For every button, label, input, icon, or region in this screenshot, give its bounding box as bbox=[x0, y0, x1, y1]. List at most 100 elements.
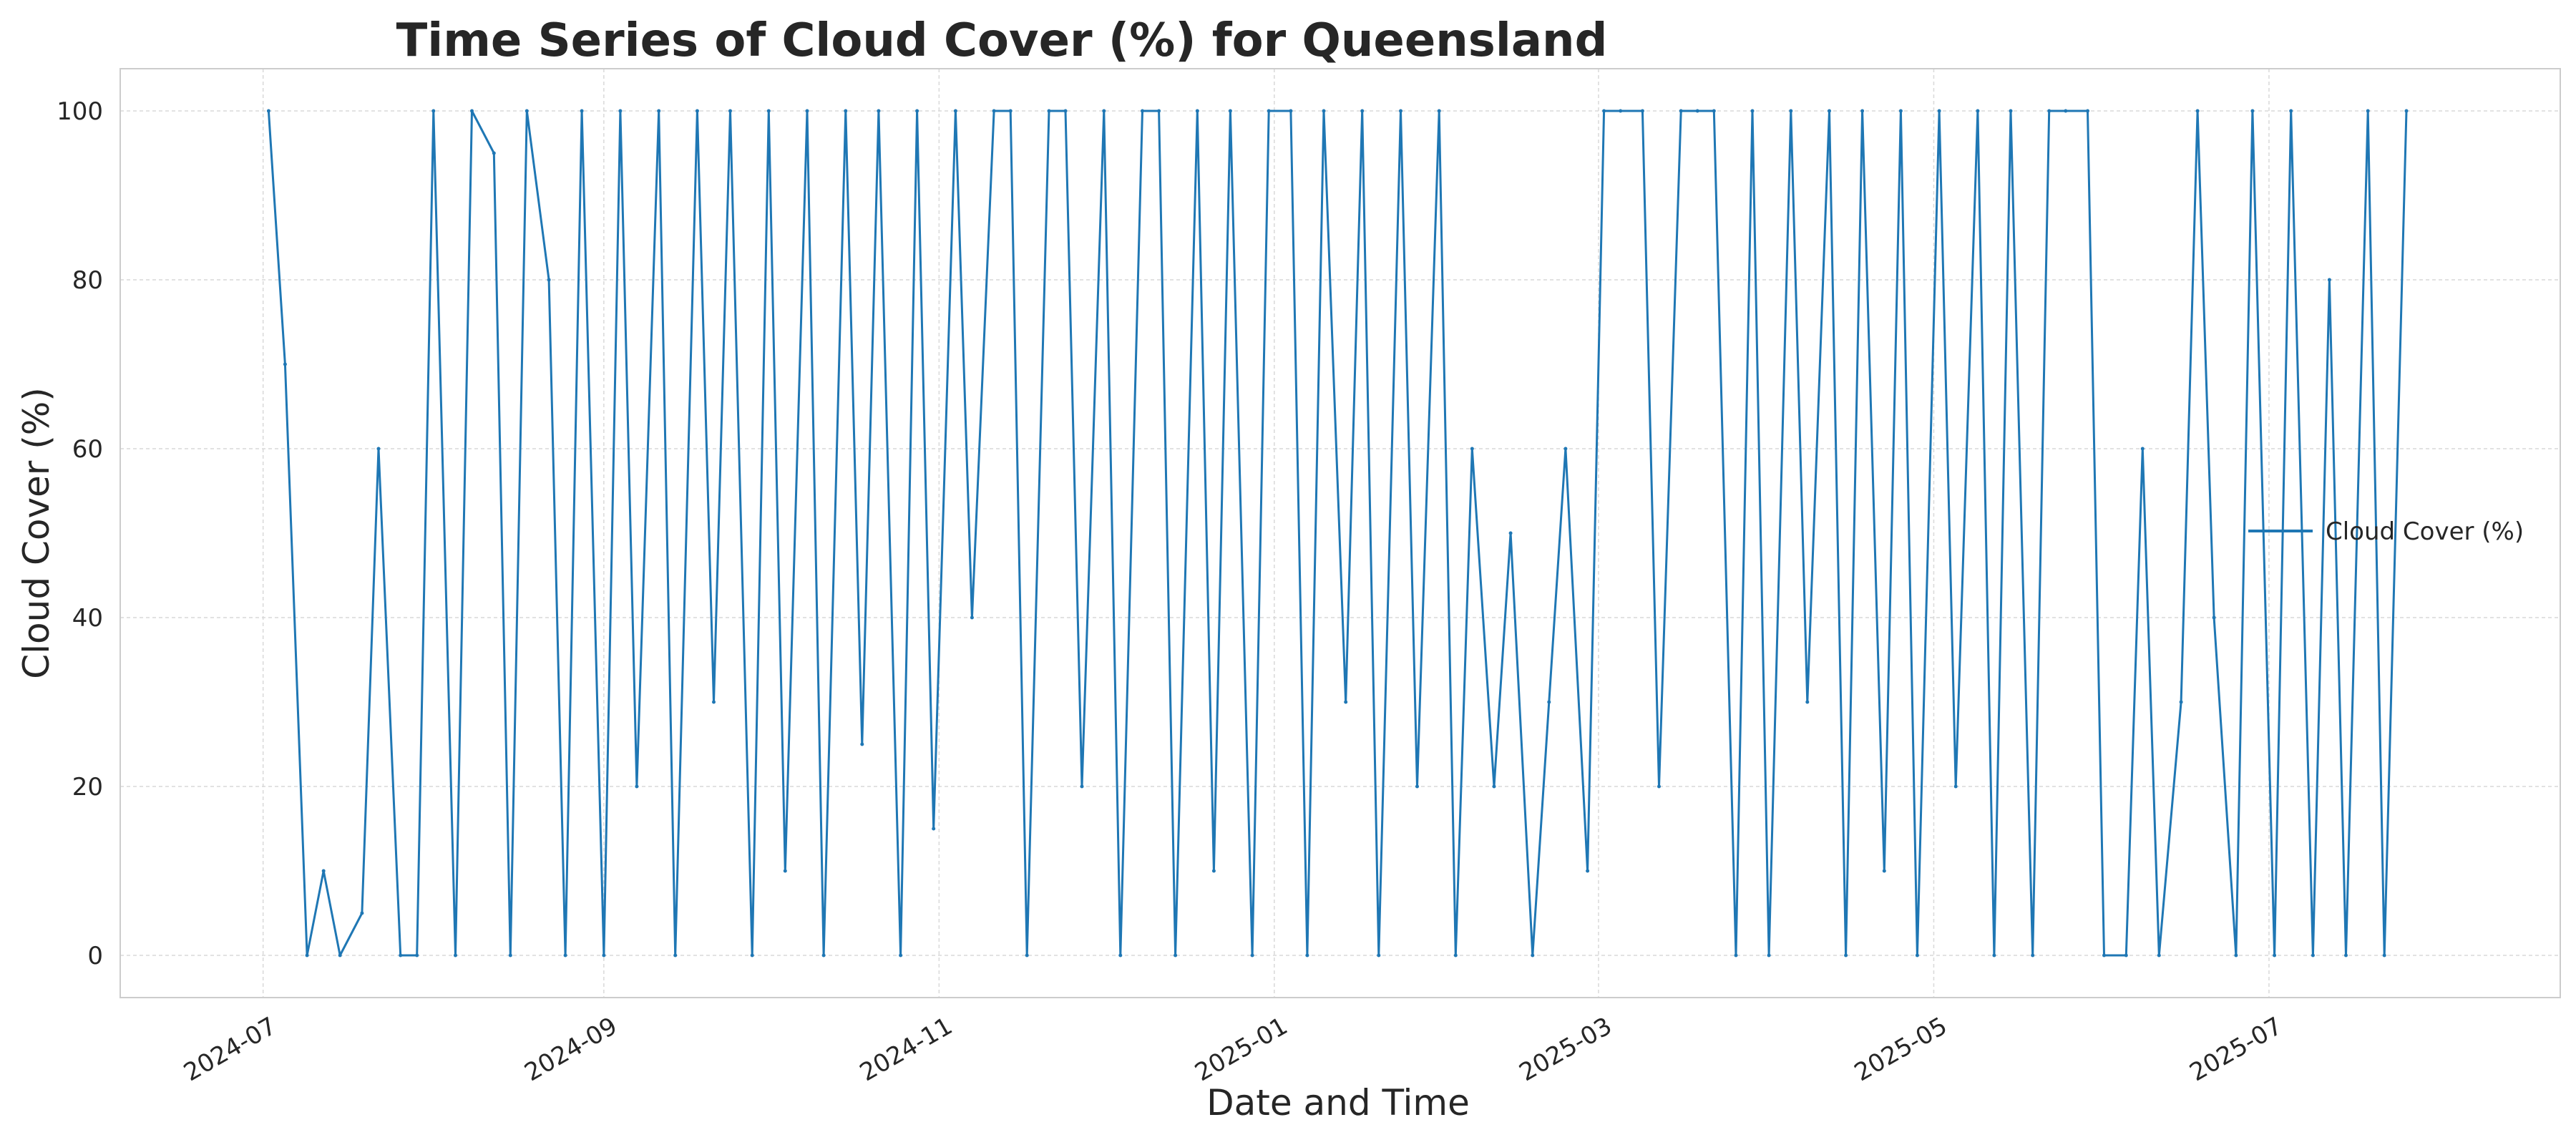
x-axis-label: Date and Time bbox=[1206, 1082, 1470, 1124]
data-point bbox=[2404, 109, 2409, 113]
data-point bbox=[580, 109, 584, 113]
data-point bbox=[1399, 109, 1402, 113]
data-point bbox=[2124, 953, 2128, 958]
data-point bbox=[2031, 953, 2035, 958]
data-point bbox=[1102, 109, 1106, 113]
data-point bbox=[1360, 109, 1365, 113]
data-point bbox=[415, 953, 419, 958]
data-point bbox=[1157, 109, 1161, 113]
data-point bbox=[2047, 109, 2051, 113]
data-point bbox=[2157, 953, 2161, 958]
data-point bbox=[899, 953, 903, 958]
data-point bbox=[454, 953, 457, 958]
data-point bbox=[766, 109, 771, 113]
data-point bbox=[1118, 953, 1123, 958]
data-point bbox=[1211, 869, 1216, 873]
data-point bbox=[1695, 109, 1699, 113]
data-point bbox=[657, 109, 661, 113]
y-axis-label: Cloud Cover (%) bbox=[16, 387, 57, 679]
data-point bbox=[360, 911, 364, 915]
data-point bbox=[305, 953, 309, 958]
grid-lines bbox=[120, 69, 2560, 998]
data-point bbox=[492, 151, 496, 155]
data-point bbox=[602, 953, 606, 958]
data-point bbox=[1679, 109, 1683, 113]
data-point bbox=[1195, 109, 1199, 113]
data-point bbox=[1267, 109, 1271, 113]
data-point bbox=[1767, 953, 1771, 958]
data-point bbox=[2195, 109, 2200, 113]
data-point bbox=[2234, 953, 2238, 958]
data-point bbox=[2009, 109, 2013, 113]
data-point bbox=[844, 109, 848, 113]
plot-frame bbox=[119, 68, 2561, 998]
data-point bbox=[1377, 953, 1381, 958]
data-point bbox=[1141, 109, 1144, 113]
data-point bbox=[728, 109, 732, 113]
data-point bbox=[750, 953, 754, 958]
y-tick-label: 80 bbox=[72, 266, 103, 295]
data-point bbox=[376, 447, 381, 451]
data-point bbox=[1322, 109, 1326, 113]
y-tick-label: 0 bbox=[87, 942, 103, 970]
data-point bbox=[1047, 109, 1051, 113]
data-point bbox=[783, 869, 787, 873]
data-point bbox=[1657, 784, 1661, 789]
data-point bbox=[2102, 953, 2106, 958]
data-point bbox=[915, 109, 919, 113]
data-point bbox=[1937, 109, 1941, 113]
data-point bbox=[970, 615, 974, 620]
data-point bbox=[953, 109, 957, 113]
data-point bbox=[1453, 953, 1458, 958]
y-tick-labels: 0 20 40 60 80 100 bbox=[57, 97, 103, 970]
data-point bbox=[2289, 109, 2293, 113]
data-point bbox=[2250, 109, 2255, 113]
data-point bbox=[1228, 109, 1232, 113]
data-point bbox=[1289, 109, 1293, 113]
data-point bbox=[1305, 953, 1309, 958]
data-point bbox=[2086, 109, 2089, 113]
data-point bbox=[2366, 109, 2370, 113]
data-point bbox=[547, 278, 551, 282]
data-point bbox=[695, 109, 699, 113]
data-point bbox=[1437, 109, 1441, 113]
data-point bbox=[431, 109, 436, 113]
data-point bbox=[2327, 278, 2331, 282]
data-point bbox=[1174, 953, 1178, 958]
data-point bbox=[1344, 700, 1348, 704]
data-point bbox=[2064, 109, 2068, 113]
data-point bbox=[1063, 109, 1068, 113]
data-point bbox=[1789, 109, 1793, 113]
data-point bbox=[1619, 109, 1623, 113]
data-point bbox=[2273, 953, 2277, 958]
data-point bbox=[618, 109, 623, 113]
y-tick-label: 20 bbox=[72, 773, 103, 802]
data-point bbox=[2344, 953, 2348, 958]
data-point bbox=[1805, 700, 1810, 704]
data-point bbox=[266, 109, 270, 113]
data-point bbox=[2140, 447, 2145, 451]
data-point bbox=[2311, 953, 2315, 958]
y-tick-label: 40 bbox=[72, 604, 103, 633]
data-point bbox=[1547, 700, 1551, 704]
data-point bbox=[1025, 953, 1029, 958]
data-point bbox=[1844, 953, 1848, 958]
data-point bbox=[635, 784, 639, 789]
data-point bbox=[1602, 109, 1606, 113]
data-point bbox=[1976, 109, 1980, 113]
data-point bbox=[1531, 953, 1535, 958]
data-series bbox=[266, 109, 2409, 958]
data-point bbox=[1586, 869, 1590, 873]
data-point bbox=[860, 742, 864, 746]
chart-title: Time Series of Cloud Cover (%) for Queen… bbox=[396, 14, 1608, 67]
data-point bbox=[1860, 109, 1865, 113]
data-point bbox=[1508, 531, 1513, 535]
data-point bbox=[877, 109, 881, 113]
data-point bbox=[2382, 953, 2386, 958]
data-point bbox=[321, 869, 326, 873]
data-point bbox=[508, 953, 512, 958]
data-point bbox=[1915, 953, 1919, 958]
data-point bbox=[821, 953, 826, 958]
